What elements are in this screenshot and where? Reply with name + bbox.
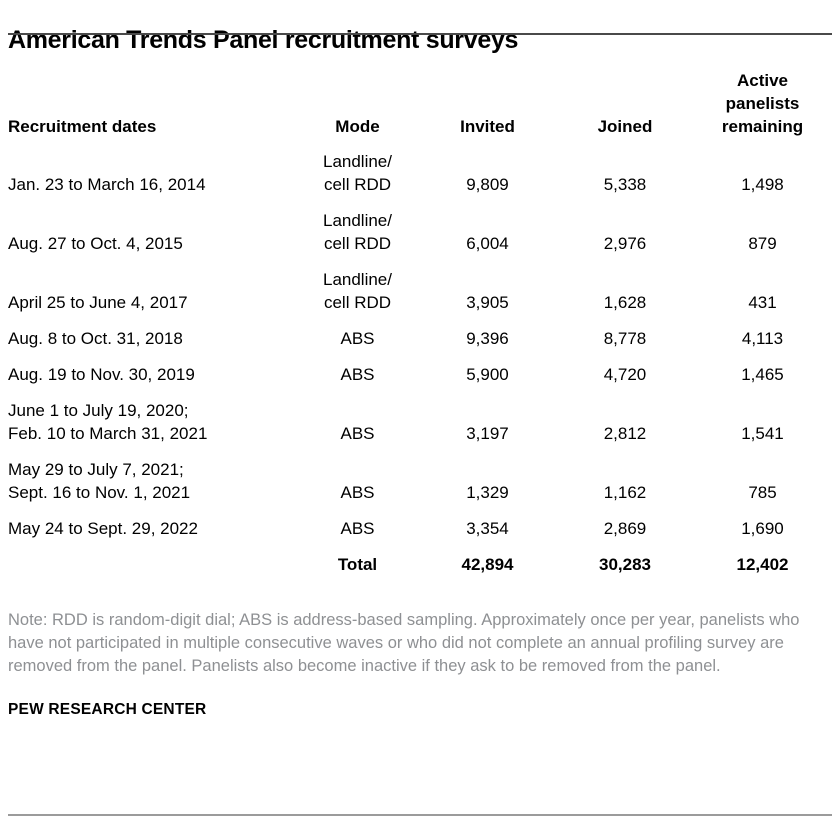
recruitment-dates-cell: Jan. 23 to March 16, 2014 [8, 175, 206, 194]
recruitment-dates-cell: Aug. 8 to Oct. 31, 2018 [8, 329, 183, 348]
active-remaining-cell: 1,690 [741, 519, 784, 538]
mode-cell: Landline/ cell RDD [322, 211, 392, 253]
active-remaining-cell: 1,541 [741, 424, 784, 443]
joined-cell: 2,812 [603, 424, 647, 443]
recruitment-dates-cell: June 1 to July 19, 2020; Feb. 10 to Marc… [8, 401, 208, 443]
footnote: Note: RDD is random-digit dial; ABS is a… [8, 611, 800, 675]
column-header-active-panelists-remaining: Active panelists remaining [721, 71, 804, 136]
table-row: Aug. 27 to Oct. 4, 2015 Landline/ cell R… [8, 203, 835, 262]
joined-cell: 2,976 [603, 234, 647, 253]
recruitment-dates-cell: Aug. 19 to Nov. 30, 2019 [8, 365, 195, 384]
total-label: Total [337, 555, 378, 574]
page-title: American Trends Panel recruitment survey… [8, 26, 519, 54]
mode-cell: ABS [340, 329, 375, 348]
column-header-mode: Mode [335, 117, 380, 136]
joined-cell: 5,338 [603, 175, 647, 194]
invited-cell: 9,809 [466, 175, 509, 194]
joined-cell: 1,628 [603, 293, 647, 312]
mode-cell: ABS [340, 519, 375, 538]
recruitment-dates-cell: Aug. 27 to Oct. 4, 2015 [8, 234, 183, 253]
mode-cell: Landline/ cell RDD [322, 152, 392, 194]
table-total-row: Total 42,894 30,283 12,402 [8, 547, 835, 583]
mode-cell: ABS [340, 483, 375, 502]
column-header-recruitment-dates: Recruitment dates [8, 117, 157, 136]
table-row: Aug. 8 to Oct. 31, 2018 ABS 9,396 8,778 … [8, 321, 835, 357]
table-row: April 25 to June 4, 2017 Landline/ cell … [8, 262, 835, 321]
active-remaining-cell: 1,465 [741, 365, 784, 384]
mode-cell: ABS [340, 365, 375, 384]
active-remaining-cell: 431 [748, 293, 777, 312]
table-header-row: Recruitment dates Mode Invited Joined Ac… [8, 63, 835, 144]
joined-cell: 1,162 [603, 483, 647, 502]
joined-cell: 8,778 [603, 329, 647, 348]
total-joined: 30,283 [599, 555, 651, 574]
total-empty-cell [8, 547, 300, 583]
table-row: May 24 to Sept. 29, 2022 ABS 3,354 2,869… [8, 511, 835, 547]
recruitment-surveys-table: Recruitment dates Mode Invited Joined Ac… [8, 63, 835, 583]
invited-cell: 3,197 [466, 424, 509, 443]
column-header-invited: Invited [460, 117, 515, 136]
active-remaining-cell: 785 [748, 483, 777, 502]
invited-cell: 3,905 [466, 293, 509, 312]
total-invited: 42,894 [461, 555, 514, 574]
invited-cell: 1,329 [466, 483, 509, 502]
invited-cell: 3,354 [466, 519, 509, 538]
invited-cell: 6,004 [466, 234, 509, 253]
active-remaining-cell: 1,498 [741, 175, 784, 194]
active-remaining-cell: 879 [748, 234, 777, 253]
table-row: June 1 to July 19, 2020; Feb. 10 to Marc… [8, 393, 835, 452]
joined-cell: 4,720 [603, 365, 647, 384]
bottom-divider [8, 814, 832, 816]
invited-cell: 5,900 [466, 365, 509, 384]
table-row: Aug. 19 to Nov. 30, 2019 ABS 5,900 4,720… [8, 357, 835, 393]
top-divider [8, 33, 832, 35]
table-row: Jan. 23 to March 16, 2014 Landline/ cell… [8, 144, 835, 203]
total-active-remaining: 12,402 [736, 555, 789, 574]
column-header-joined: Joined [597, 117, 653, 136]
recruitment-dates-cell: May 24 to Sept. 29, 2022 [8, 519, 198, 538]
recruitment-dates-cell: May 29 to July 7, 2021; Sept. 16 to Nov.… [8, 460, 191, 502]
invited-cell: 9,396 [466, 329, 509, 348]
source-attribution: PEW RESEARCH CENTER [8, 701, 207, 718]
mode-cell: ABS [340, 424, 375, 443]
table-row: May 29 to July 7, 2021; Sept. 16 to Nov.… [8, 452, 835, 511]
joined-cell: 2,869 [603, 519, 647, 538]
mode-cell: Landline/ cell RDD [322, 270, 392, 312]
recruitment-dates-cell: April 25 to June 4, 2017 [8, 293, 188, 312]
active-remaining-cell: 4,113 [741, 329, 784, 348]
